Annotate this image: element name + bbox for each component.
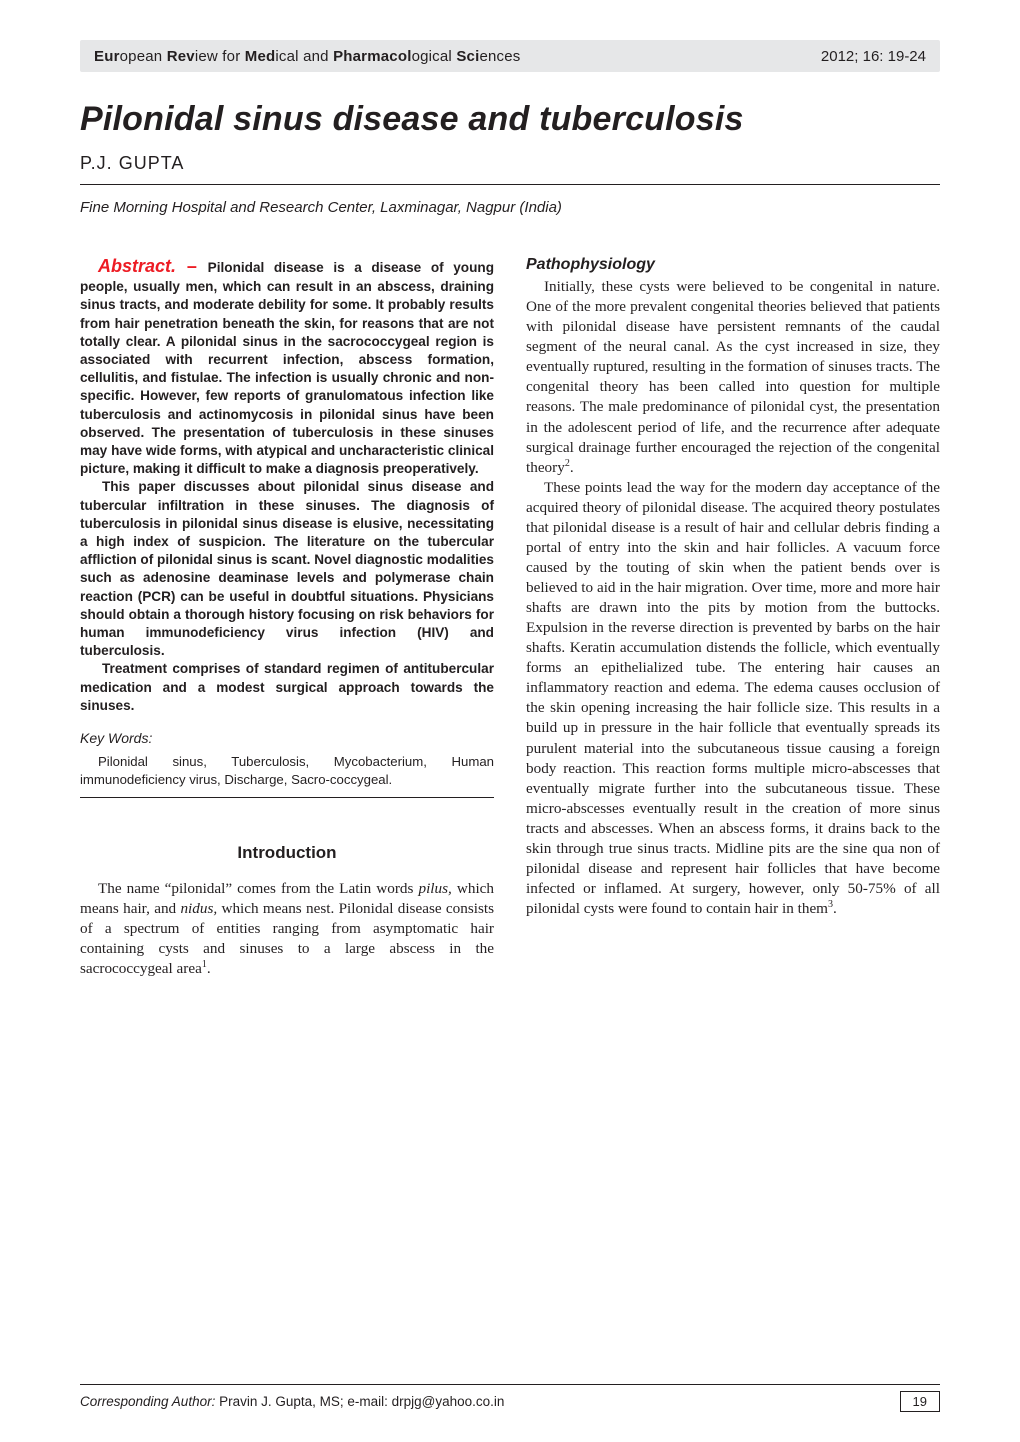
jn-2: Rev — [167, 48, 195, 65]
intro-p1-end: . — [207, 960, 211, 977]
patho-p1-a: Initially, these cysts were believed to … — [526, 278, 940, 476]
section-intro-head: Introduction — [80, 842, 494, 864]
jn-8: Sci — [456, 48, 479, 65]
corr-text: Pravin J. Gupta, MS; e-mail: drpjg@yahoo… — [219, 1394, 504, 1409]
intro-p1: The name “pilonidal” comes from the Lati… — [80, 879, 494, 979]
footer-rule — [80, 1384, 940, 1385]
jn-3: iew for — [195, 48, 245, 65]
keywords-rule — [80, 797, 494, 798]
two-column-body: Abstract. – Pilonidal disease is a disea… — [80, 254, 940, 979]
intro-p1-it2: nidus, — [180, 900, 217, 917]
abstract-p2: This paper discusses about pilonidal sin… — [80, 478, 494, 660]
patho-p1: Initially, these cysts were believed to … — [526, 277, 940, 478]
jn-0: Eur — [94, 48, 120, 65]
abstract-dash: – — [176, 256, 208, 276]
keywords-body: Pilonidal sinus, Tuberculosis, Mycobacte… — [80, 753, 494, 789]
author-rule — [80, 184, 940, 185]
patho-p2-end: . — [833, 900, 837, 917]
jn-4: Med — [245, 48, 276, 65]
jn-9: ences — [479, 48, 520, 65]
article-title: Pilonidal sinus disease and tuberculosis — [80, 100, 940, 139]
patho-p1-end: . — [570, 459, 574, 476]
patho-p2-a: These points lead the way for the modern… — [526, 479, 940, 917]
author-name: P.J. GUPTA — [80, 153, 940, 174]
jn-1: opean — [120, 48, 167, 65]
jn-5: ical and — [275, 48, 333, 65]
abstract-p3: Treatment comprises of standard regimen … — [80, 660, 494, 715]
page-number: 19 — [900, 1391, 940, 1412]
journal-name: European Review for Medical and Pharmaco… — [94, 48, 520, 65]
abstract-label: Abstract. — [98, 256, 176, 276]
journal-issue: 2012; 16: 19-24 — [821, 48, 926, 65]
column-left: Abstract. – Pilonidal disease is a disea… — [80, 254, 494, 979]
jn-6: Pharmacol — [333, 48, 412, 65]
intro-p1-pre: The name “pilonidal” comes from the Lati… — [98, 880, 418, 897]
abstract-p1-text: Pilonidal disease is a disease of young … — [80, 260, 494, 476]
journal-header: European Review for Medical and Pharmaco… — [80, 40, 940, 72]
affiliation: Fine Morning Hospital and Research Cente… — [80, 199, 940, 216]
jn-7: ogical — [412, 48, 457, 65]
corr-label: Corresponding Author: — [80, 1394, 219, 1409]
subhead-pathophysiology: Pathophysiology — [526, 254, 940, 275]
keywords-head: Key Words: — [80, 729, 494, 747]
abstract-p1: Abstract. – Pilonidal disease is a disea… — [80, 254, 494, 478]
column-right: Pathophysiology Initially, these cysts w… — [526, 254, 940, 979]
corresponding-author: Corresponding Author: Pravin J. Gupta, M… — [80, 1394, 504, 1409]
footer: Corresponding Author: Pravin J. Gupta, M… — [80, 1384, 940, 1412]
intro-p1-it1: pilus, — [418, 880, 451, 897]
patho-p2: These points lead the way for the modern… — [526, 478, 940, 919]
